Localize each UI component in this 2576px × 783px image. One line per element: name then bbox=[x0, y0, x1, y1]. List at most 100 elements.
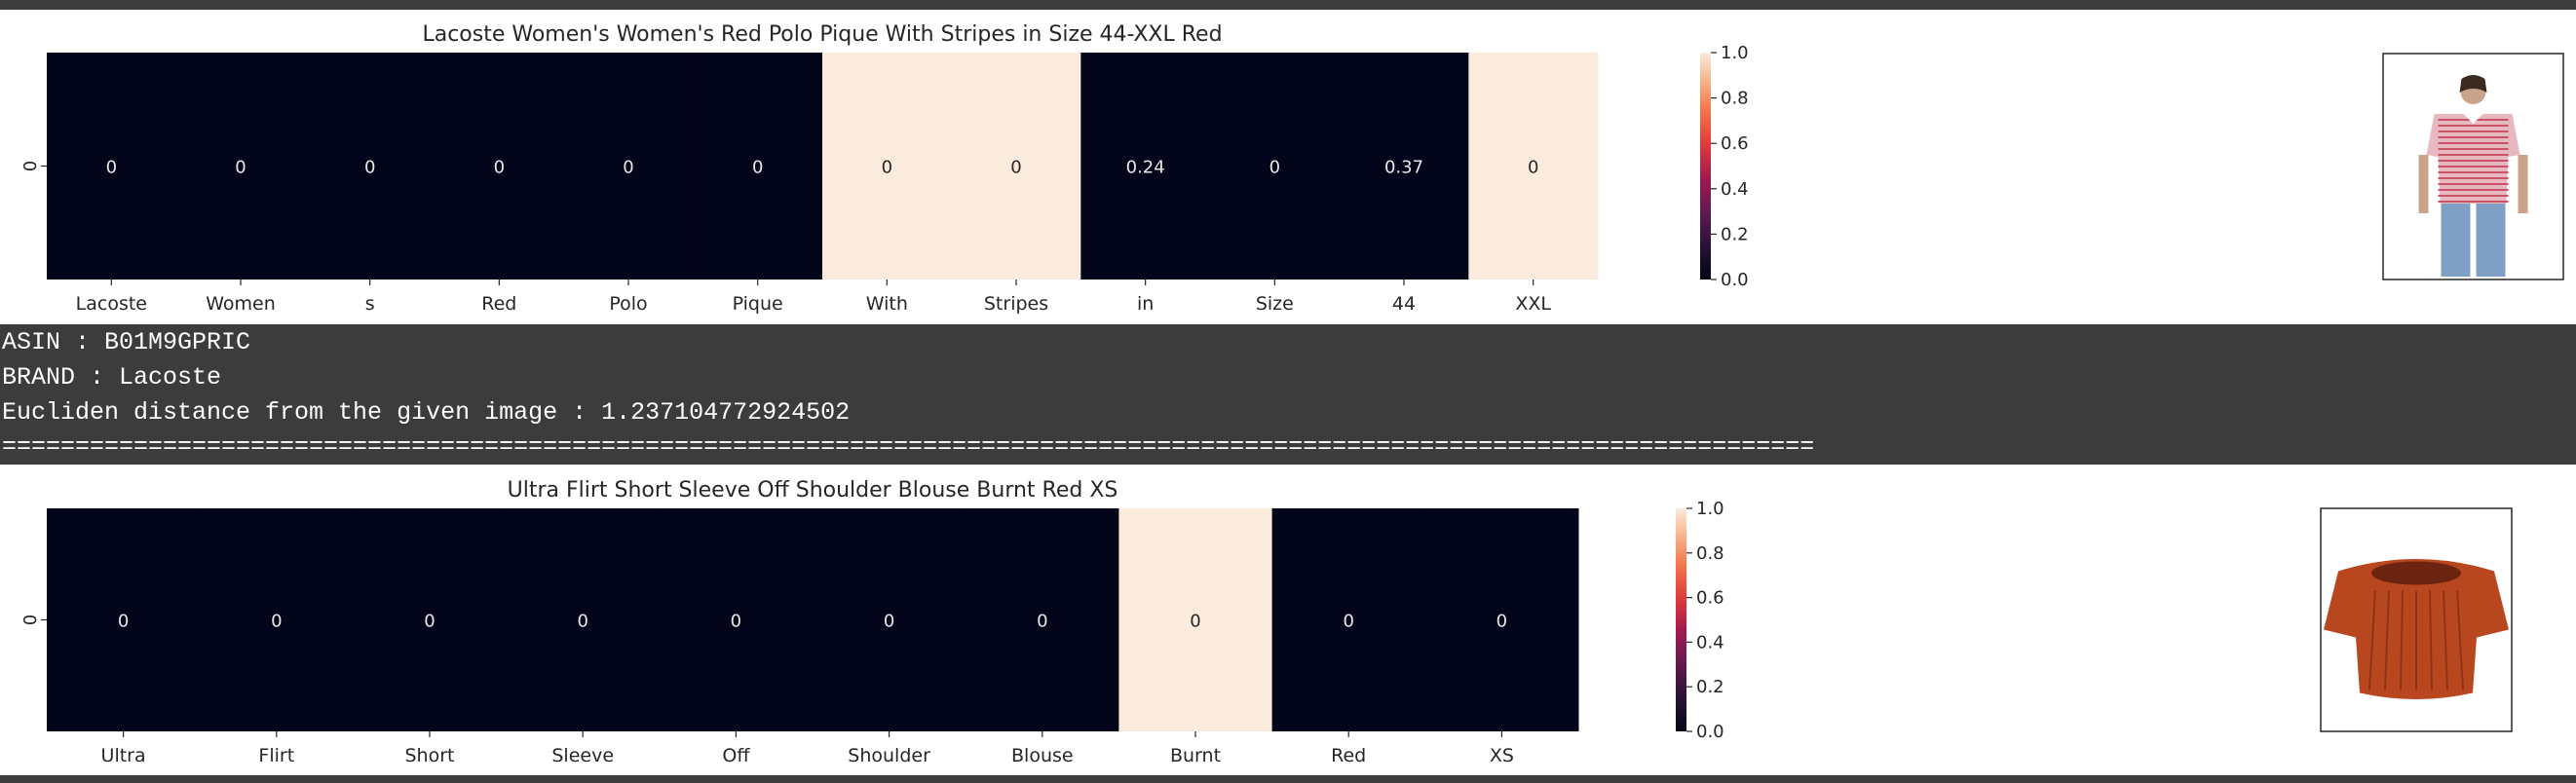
cell-annotation: 0 bbox=[364, 158, 375, 178]
model-arm-left bbox=[2418, 155, 2429, 213]
blouse-fold bbox=[2400, 590, 2404, 690]
cell-annotation: 0 bbox=[494, 158, 505, 178]
heatmap-cell bbox=[966, 508, 1119, 731]
heatmap-cell bbox=[1339, 53, 1469, 280]
heatmap-cell bbox=[1468, 53, 1599, 280]
cell-annotation: 0 bbox=[623, 158, 633, 178]
colorbar bbox=[1700, 53, 1711, 280]
heatmap-cell bbox=[305, 53, 436, 280]
colorbar-tick-label: 0.4 bbox=[1721, 179, 1749, 200]
heatmap-figure-2: Ultra Flirt Short Sleeve Off Shoulder Bl… bbox=[0, 465, 2576, 775]
cell-annotation: 0 bbox=[752, 158, 763, 178]
heatmap-cell bbox=[506, 508, 661, 731]
x-tick-label: XXL bbox=[1515, 293, 1551, 315]
cell-annotation: 0 bbox=[882, 158, 892, 178]
heatmap-cell bbox=[1118, 508, 1273, 731]
cell-annotation: 0 bbox=[731, 612, 741, 632]
y-tick-label: 0 bbox=[20, 161, 41, 171]
heatmap-cell bbox=[47, 508, 201, 731]
heatmap-cell bbox=[822, 53, 953, 280]
x-tick-label: Red bbox=[481, 293, 516, 315]
cell-annotation: 0 bbox=[1269, 158, 1280, 178]
jeans-right bbox=[2476, 204, 2506, 277]
blouse-image bbox=[2320, 507, 2513, 732]
jeans-left bbox=[2441, 204, 2471, 277]
cell-annotation: 0 bbox=[271, 612, 282, 632]
x-tick-label: XS bbox=[1490, 745, 1514, 766]
colorbar-tick-label: 0.8 bbox=[1721, 89, 1749, 109]
cell-annotation: 0 bbox=[577, 612, 587, 632]
heatmap-cell bbox=[951, 53, 1081, 280]
x-tick-label: Blouse bbox=[1011, 745, 1074, 766]
x-tick-label: Polo bbox=[609, 293, 647, 315]
distance-text: Eucliden distance from the given image :… bbox=[2, 398, 851, 427]
heatmap-chart-1: Lacoste Women's Women's Red Polo Pique W… bbox=[20, 22, 2564, 315]
x-tick-label: Stripes bbox=[984, 293, 1048, 315]
x-tick-label: Off bbox=[722, 745, 750, 766]
colorbar-tick-label: 0.6 bbox=[1696, 588, 1724, 609]
x-tick-label: Women bbox=[206, 293, 276, 315]
polo-collar bbox=[2459, 106, 2487, 124]
heatmap-cell bbox=[813, 508, 966, 731]
polo-shirt-image bbox=[2382, 53, 2564, 280]
model-arm-right bbox=[2518, 155, 2528, 213]
x-tick-label: Shoulder bbox=[848, 745, 930, 766]
x-tick-label: in bbox=[1137, 293, 1154, 315]
heatmap-cell bbox=[563, 53, 694, 280]
blouse-neckline bbox=[2371, 561, 2461, 585]
separator-text: ========================================… bbox=[2, 432, 1815, 461]
colorbar-tick-label: 0.4 bbox=[1696, 632, 1724, 652]
heatmap-chart-2: Ultra Flirt Short Sleeve Off Shoulder Bl… bbox=[20, 478, 2513, 766]
heatmap-cell bbox=[175, 53, 306, 280]
blouse-fold bbox=[2368, 590, 2376, 690]
blouse-fold bbox=[2384, 590, 2390, 690]
x-tick-label: Pique bbox=[733, 293, 783, 315]
x-tick-label: Burnt bbox=[1170, 745, 1221, 766]
heatmap-cell bbox=[47, 53, 177, 280]
y-tick-label: 0 bbox=[20, 615, 41, 625]
cell-annotation: 0.24 bbox=[1126, 158, 1165, 178]
asin-text: ASIN : B01M9GPRIC bbox=[2, 328, 251, 356]
cell-annotation: 0.37 bbox=[1384, 158, 1423, 178]
cell-annotation: 0 bbox=[1037, 612, 1047, 632]
cell-annotation: 0 bbox=[106, 158, 117, 178]
cell-annotation: 0 bbox=[1010, 158, 1021, 178]
x-tick-label: With bbox=[866, 293, 908, 315]
cell-annotation: 0 bbox=[1343, 612, 1353, 632]
x-tick-label: Size bbox=[1256, 293, 1294, 315]
heatmap-cell bbox=[435, 53, 565, 280]
x-tick-label: s bbox=[365, 293, 375, 315]
cell-annotation: 0 bbox=[424, 612, 435, 632]
colorbar-tick-label: 1.0 bbox=[1696, 499, 1724, 519]
x-tick-label: Ultra bbox=[101, 745, 146, 766]
colorbar-tick-label: 0.8 bbox=[1696, 543, 1724, 564]
colorbar-tick-label: 0.2 bbox=[1721, 224, 1749, 244]
heatmap-cell bbox=[1271, 508, 1426, 731]
cell-annotation: 0 bbox=[884, 612, 894, 632]
colorbar-tick-label: 0.0 bbox=[1721, 270, 1749, 290]
blouse-fold bbox=[2443, 590, 2448, 690]
blouse-fold bbox=[2456, 590, 2464, 690]
colorbar-tick-label: 0.0 bbox=[1696, 722, 1724, 742]
colorbar-tick-label: 0.2 bbox=[1696, 677, 1724, 697]
x-tick-label: 44 bbox=[1392, 293, 1416, 315]
colorbar-tick-label: 1.0 bbox=[1721, 43, 1749, 63]
cell-annotation: 0 bbox=[1528, 158, 1538, 178]
x-tick-label: Short bbox=[405, 745, 455, 766]
heatmap-cell bbox=[1424, 508, 1579, 731]
x-tick-label: Lacoste bbox=[76, 293, 147, 315]
cell-annotation: 0 bbox=[118, 612, 129, 632]
colorbar bbox=[1676, 508, 1686, 731]
heatmap-cell bbox=[1080, 53, 1211, 280]
heatmap-cell bbox=[659, 508, 814, 731]
chart-title: Lacoste Women's Women's Red Polo Pique W… bbox=[422, 22, 1222, 47]
heatmap-cell bbox=[200, 508, 354, 731]
model-hair bbox=[2459, 75, 2487, 93]
cell-annotation: 0 bbox=[235, 158, 246, 178]
blouse-fold bbox=[2429, 590, 2433, 690]
cell-annotation: 0 bbox=[1496, 612, 1507, 632]
heatmap-cell bbox=[353, 508, 508, 731]
colorbar-tick-label: 0.6 bbox=[1721, 133, 1749, 154]
brand-text: BRAND : Lacoste bbox=[2, 363, 222, 392]
chart-title: Ultra Flirt Short Sleeve Off Shoulder Bl… bbox=[508, 478, 1118, 503]
